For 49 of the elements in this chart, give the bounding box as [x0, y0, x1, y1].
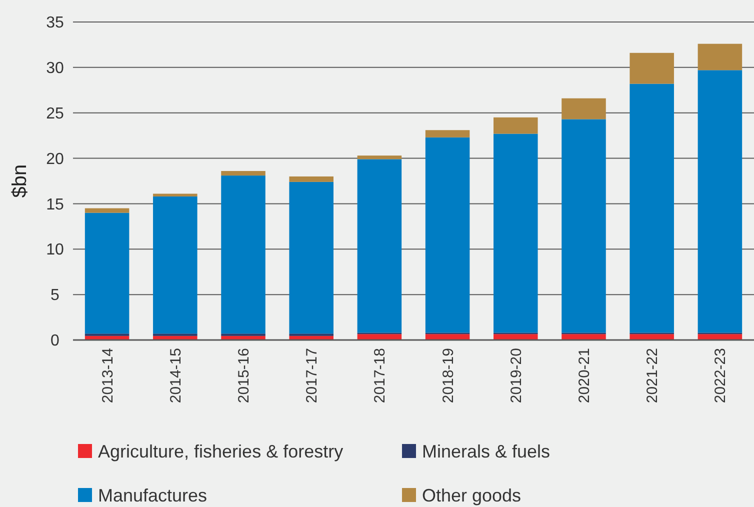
bar — [562, 119, 606, 333]
bar — [289, 176, 334, 182]
bar — [153, 194, 198, 196]
bar — [84, 208, 130, 213]
bar — [425, 137, 470, 333]
y-tick-label: 10 — [46, 242, 64, 259]
bar — [357, 334, 402, 340]
x-tick-label: 2020-21 — [576, 348, 593, 404]
bar — [630, 334, 674, 340]
bar — [494, 334, 538, 340]
bar — [494, 117, 538, 134]
y-tick-label: 20 — [46, 150, 64, 168]
bar — [494, 134, 538, 333]
legend-label: Minerals & fuels — [422, 441, 550, 462]
bar — [357, 156, 402, 160]
x-tick-label: 2017-17 — [304, 348, 321, 404]
x-tick-label: 2013-14 — [99, 348, 116, 404]
bar — [425, 130, 470, 138]
bar — [630, 84, 674, 333]
bar — [630, 52, 674, 84]
y-tick-label: 15 — [46, 196, 64, 214]
y-tick-label: 30 — [46, 60, 64, 78]
bar — [562, 334, 606, 340]
bar — [425, 334, 470, 340]
x-tick-label: 2017-18 — [372, 348, 389, 404]
bar — [357, 159, 402, 333]
x-tick-label: 2018-19 — [440, 348, 457, 404]
x-tick-label: 2014-15 — [167, 348, 184, 404]
x-tick-label: 2021-22 — [644, 348, 662, 404]
x-tick-label: 2019-20 — [508, 348, 525, 404]
bar — [153, 196, 198, 334]
x-tick-label: 2015-16 — [236, 348, 252, 404]
bar — [698, 70, 742, 333]
bar — [289, 182, 334, 334]
bar — [84, 212, 130, 334]
legend-label: Agriculture, fisheries & forestry — [98, 441, 344, 462]
y-tick-label: 35 — [46, 14, 64, 32]
y-axis-title: $bn — [9, 164, 31, 198]
bar — [698, 44, 742, 70]
y-tick-label: 25 — [46, 105, 64, 122]
y-tick-label: 5 — [50, 287, 60, 304]
legend-label: Manufactures — [98, 485, 208, 506]
x-tick-label: 2022-23 — [712, 348, 730, 404]
legend-label: Other goods — [422, 485, 522, 506]
bar — [562, 98, 606, 120]
y-tick-label: 0 — [50, 332, 60, 350]
bar — [698, 334, 742, 340]
bar — [221, 176, 266, 334]
bar — [221, 171, 266, 176]
